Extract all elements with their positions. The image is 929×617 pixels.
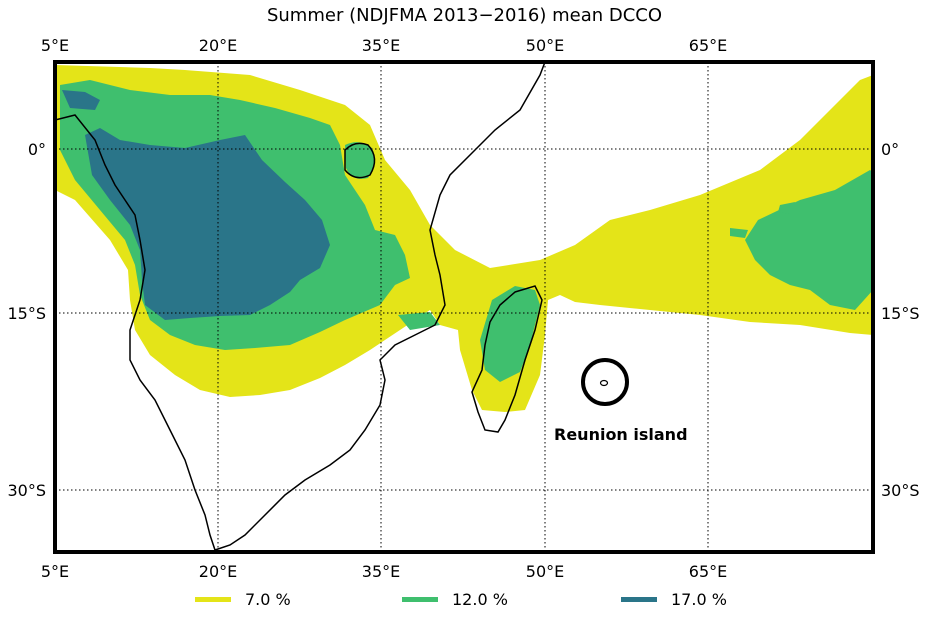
legend-swatch-12 — [402, 597, 438, 602]
lon-label-bottom: 5°E — [41, 562, 69, 581]
legend-swatch-17 — [621, 597, 657, 602]
legend-item-7: 7.0 % — [195, 590, 291, 609]
reunion-island-label: Reunion island — [554, 425, 688, 444]
legend-swatch-7 — [195, 597, 231, 602]
legend-label-7: 7.0 % — [245, 590, 291, 609]
lon-label-top: 20°E — [199, 36, 237, 55]
lon-label-bottom: 50°E — [526, 562, 564, 581]
lon-label-bottom: 35°E — [362, 562, 400, 581]
lat-label-right: 0° — [881, 140, 899, 159]
lon-label-top: 35°E — [362, 36, 400, 55]
lat-label-left: 0° — [28, 140, 46, 159]
coastline — [55, 62, 546, 551]
lat-label-left: 30°S — [7, 481, 46, 500]
legend-item-12: 12.0 % — [402, 590, 508, 609]
legend: 7.0 % 12.0 % 17.0 % — [0, 590, 929, 616]
lon-label-bottom: 65°E — [689, 562, 727, 581]
legend-item-17: 17.0 % — [621, 590, 727, 609]
map-title: Summer (NDJFMA 2013−2016) mean DCCO — [266, 5, 663, 26]
lat-label-right: 30°S — [881, 481, 920, 500]
lon-label-top: 5°E — [41, 36, 69, 55]
lon-label-bottom: 20°E — [199, 562, 237, 581]
lat-label-left: 15°S — [7, 304, 46, 323]
dcco-17-percent-region — [62, 90, 330, 320]
lat-label-right: 15°S — [881, 304, 920, 323]
lon-label-top: 50°E — [526, 36, 564, 55]
map-frame — [53, 60, 875, 554]
legend-label-17: 17.0 % — [671, 590, 727, 609]
reunion-marker — [581, 358, 629, 406]
graticule — [55, 62, 873, 552]
lon-label-top: 65°E — [689, 36, 727, 55]
legend-label-12: 12.0 % — [452, 590, 508, 609]
